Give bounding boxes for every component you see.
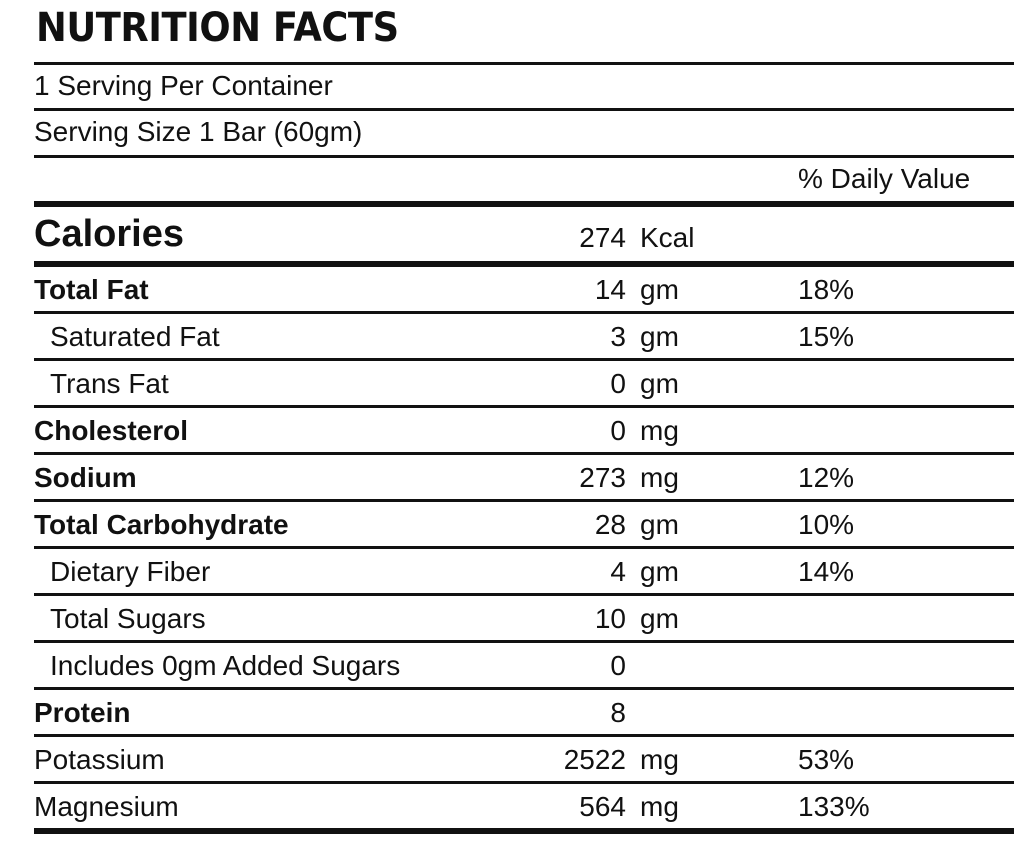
nutrient-daily-value: 10% [798, 509, 855, 540]
nutrient-daily-value: 14% [798, 556, 855, 587]
nutrient-name: Cholesterol [34, 415, 189, 446]
nutrient-unit: gm [640, 556, 679, 587]
nutrient-row: Cholesterol 0 mg [34, 408, 1014, 454]
nutrient-unit: mg [640, 462, 679, 493]
nutrient-row: Saturated Fat 3 gm 15% [34, 314, 1014, 360]
servings-per-container: 1 Serving Per Container [34, 70, 333, 101]
nutrient-name: Includes 0gm Added Sugars [50, 650, 401, 681]
nutrient-amount: 0 [610, 415, 626, 446]
nutrient-amount: 2522 [563, 744, 626, 775]
nutrient-name: Total Sugars [50, 603, 206, 634]
nutrient-row: Includes 0gm Added Sugars 0 [34, 643, 1014, 689]
daily-value-header: % Daily Value [798, 163, 971, 194]
calories-row: Calories 274 Kcal [34, 205, 1014, 263]
nutrient-unit: gm [640, 274, 679, 305]
thick-divider [34, 261, 1014, 267]
divider [34, 405, 1014, 408]
nutrient-name: Saturated Fat [50, 321, 220, 352]
nutrient-amount: 10 [594, 603, 626, 634]
nutrient-name: Sodium [34, 462, 137, 493]
nutrient-daily-value: 15% [798, 321, 855, 352]
nutrient-row: Potassium 2522 mg 53% [34, 737, 1014, 783]
nutrient-name: Dietary Fiber [50, 556, 211, 587]
divider [34, 546, 1014, 549]
divider [34, 452, 1014, 455]
nutrient-amount: 0 [610, 650, 626, 681]
nutrient-name: Potassium [34, 744, 165, 775]
nutrient-row: Total Carbohydrate 28 gm 10% [34, 502, 1014, 548]
nutrient-name: Protein [34, 697, 131, 728]
nutrient-name: Total Carbohydrate [34, 509, 289, 540]
calories-unit: Kcal [640, 222, 695, 253]
nutrient-row: Total Sugars 10 gm [34, 596, 1014, 642]
bottom-divider [34, 828, 1014, 834]
nutrient-name: Trans Fat [50, 368, 169, 399]
nutrient-row: Magnesium 564 mg 133% [34, 784, 1014, 830]
divider [34, 311, 1014, 314]
nutrient-unit: gm [640, 509, 679, 540]
label-title: NUTRITION FACTS [36, 5, 399, 51]
nutrient-name: Total Fat [34, 274, 149, 305]
servings-per-container-row: 1 Serving Per Container [34, 63, 1014, 109]
nutrient-unit: mg [640, 415, 679, 446]
nutrient-row: Total Fat 14 gm 18% [34, 267, 1014, 313]
divider [34, 593, 1014, 596]
calories-label: Calories [34, 213, 184, 255]
nutrient-daily-value: 18% [798, 274, 855, 305]
nutrition-facts-label: NUTRITION FACTS 1 Serving Per Container … [34, 0, 1014, 849]
nutrient-unit: mg [640, 791, 679, 822]
calories-amount: 274 [579, 222, 626, 253]
nutrient-daily-value: 133% [798, 791, 870, 822]
nutrient-row: Trans Fat 0 gm [34, 361, 1014, 407]
nutrient-row: Sodium 273 mg 12% [34, 455, 1014, 501]
nutrient-name: Magnesium [34, 791, 179, 822]
nutrient-unit: mg [640, 744, 679, 775]
divider [34, 155, 1014, 158]
serving-size: Serving Size 1 Bar (60gm) [34, 116, 363, 147]
daily-value-header-row: % Daily Value [34, 156, 1014, 202]
divider [34, 640, 1014, 643]
nutrient-daily-value: 12% [798, 462, 855, 493]
nutrient-amount: 564 [579, 791, 626, 822]
nutrient-daily-value: 53% [798, 744, 855, 775]
divider [34, 62, 1014, 65]
nutrient-amount: 3 [610, 321, 626, 352]
nutrient-unit: gm [640, 603, 679, 634]
nutrient-amount: 4 [610, 556, 626, 587]
nutrient-row: Protein 8 [34, 690, 1014, 736]
divider [34, 108, 1014, 111]
divider [34, 734, 1014, 737]
divider [34, 781, 1014, 784]
divider [34, 358, 1014, 361]
nutrient-row: Dietary Fiber 4 gm 14% [34, 549, 1014, 595]
nutrient-amount: 0 [610, 368, 626, 399]
nutrient-unit: gm [640, 368, 679, 399]
divider [34, 687, 1014, 690]
nutrient-amount: 8 [610, 697, 626, 728]
nutrient-amount: 273 [579, 462, 626, 493]
nutrient-amount: 14 [594, 274, 626, 305]
thick-divider [34, 201, 1014, 207]
divider [34, 499, 1014, 502]
nutrient-amount: 28 [594, 509, 626, 540]
serving-size-row: Serving Size 1 Bar (60gm) [34, 109, 1014, 155]
nutrient-unit: gm [640, 321, 679, 352]
